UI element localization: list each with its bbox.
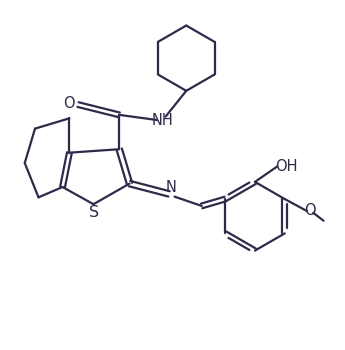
Text: N: N xyxy=(165,180,176,195)
Text: S: S xyxy=(89,205,99,220)
Text: O: O xyxy=(63,96,75,111)
Text: NH: NH xyxy=(151,112,173,127)
Text: O: O xyxy=(304,203,316,218)
Text: OH: OH xyxy=(275,159,297,174)
